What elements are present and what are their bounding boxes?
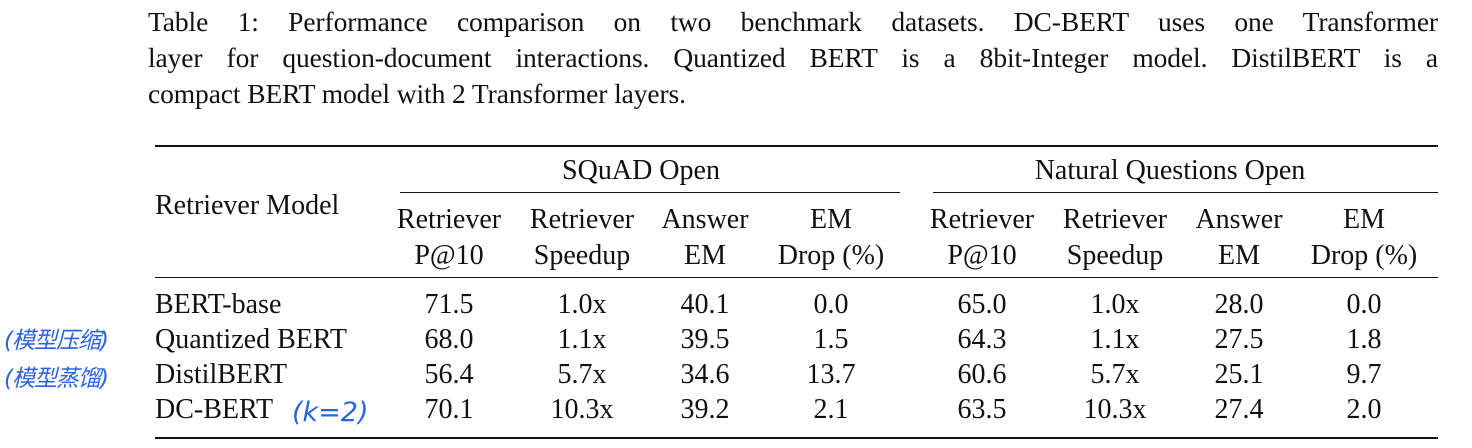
caption-line: Table 1: Performance comparison on two b…: [148, 6, 1438, 37]
table-cell: 2.0: [1346, 394, 1382, 425]
col-header: Retriever: [1062, 204, 1168, 235]
model-name: DistilBERT: [155, 359, 288, 390]
table-cell: 28.0: [1214, 289, 1264, 320]
caption-line: layer for question-document interactions…: [148, 42, 1438, 73]
table-cell: 70.1: [424, 394, 474, 425]
results-table: Retriever Model SQuAD Open Natural Quest…: [155, 145, 1438, 440]
table-cell: 10.3x: [550, 394, 614, 425]
handwritten-annotation: (k=2): [292, 397, 369, 428]
col-header: Speedup: [533, 240, 631, 271]
model-name: Quantized BERT: [155, 324, 347, 355]
table-cell: 27.4: [1214, 394, 1264, 425]
handwritten-annotation: (模型蒸馏): [4, 366, 109, 392]
row-header: Retriever Model: [155, 190, 340, 221]
col-header: Retriever: [396, 204, 502, 235]
model-name: BERT-base: [155, 289, 282, 320]
table-cell: 56.4: [424, 359, 474, 390]
col-header: P@10: [947, 240, 1017, 271]
table-cell: 1.1x: [557, 324, 607, 355]
caption-line: compact BERT model with 2 Transformer la…: [148, 78, 686, 109]
table-cell: 5.7x: [1090, 359, 1140, 390]
table-cell: 64.3: [957, 324, 1007, 355]
table-cell: 10.3x: [1083, 394, 1147, 425]
table-cell: 1.0x: [1090, 289, 1140, 320]
col-header: Retriever: [929, 204, 1035, 235]
table-cell: 13.7: [806, 359, 856, 390]
table-cell: 25.1: [1214, 359, 1264, 390]
col-header: Drop (%): [777, 240, 885, 271]
col-header: EM: [1218, 240, 1260, 271]
group-rule-nq: [933, 192, 1438, 193]
group-header-nq: Natural Questions Open: [1034, 155, 1306, 186]
table-cell: 65.0: [957, 289, 1007, 320]
table-cell: 0.0: [1346, 289, 1382, 320]
table-caption: Table 1: Performance comparison on two b…: [148, 4, 1438, 112]
table-cell: 1.0x: [557, 289, 607, 320]
table-cell: 27.5: [1214, 324, 1264, 355]
table-mid-rule: [155, 277, 1438, 278]
table-cell: 1.1x: [1090, 324, 1140, 355]
col-header: EM: [1343, 204, 1385, 235]
table-cell: 39.5: [680, 324, 730, 355]
table-cell: 39.2: [680, 394, 730, 425]
table-cell: 1.8: [1346, 324, 1382, 355]
col-header: Answer: [661, 204, 749, 235]
col-header: EM: [684, 240, 726, 271]
col-header: Speedup: [1066, 240, 1164, 271]
table-top-rule: [155, 145, 1438, 147]
col-header: Retriever: [529, 204, 635, 235]
table-cell: 0.0: [813, 289, 849, 320]
table-bottom-rule: [155, 437, 1438, 439]
group-rule-squad: [400, 192, 900, 193]
table-cell: 63.5: [957, 394, 1007, 425]
table-cell: 2.1: [813, 394, 849, 425]
table-cell: 40.1: [680, 289, 730, 320]
table-cell: 71.5: [424, 289, 474, 320]
handwritten-annotation: (模型压缩): [4, 328, 109, 354]
col-header: Drop (%): [1310, 240, 1418, 271]
group-header-squad: SQuAD Open: [562, 155, 720, 186]
table-cell: 9.7: [1346, 359, 1382, 390]
col-header: EM: [810, 204, 852, 235]
table-cell: 68.0: [424, 324, 474, 355]
table-cell: 1.5: [813, 324, 849, 355]
table-cell: 5.7x: [557, 359, 607, 390]
table-cell: 60.6: [957, 359, 1007, 390]
model-name: DC-BERT: [155, 394, 274, 425]
col-header: P@10: [414, 240, 484, 271]
col-header: Answer: [1195, 204, 1283, 235]
table-cell: 34.6: [680, 359, 730, 390]
